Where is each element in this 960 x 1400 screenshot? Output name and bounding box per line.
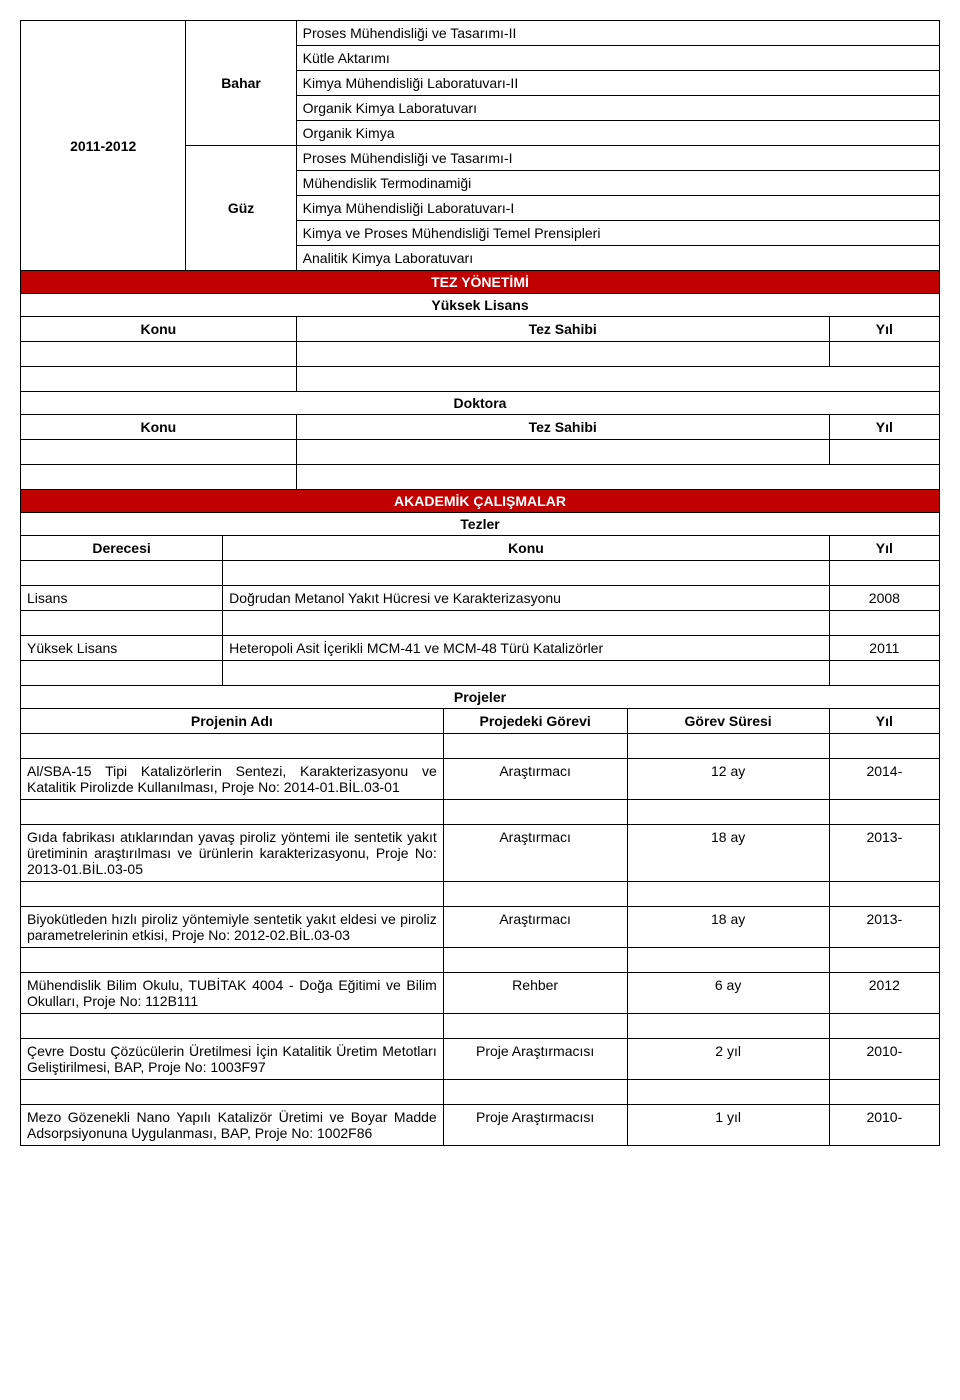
project-name: Mühendislik Bilim Okulu, TUBİTAK 4004 - … [21, 973, 444, 1014]
project-year: 2013- [829, 907, 939, 948]
course-cell: Kimya Mühendisliği Laboratuvarı-II [296, 71, 939, 96]
projedeki-gorevi-header: Projedeki Görevi [443, 709, 627, 734]
courses-table: 2011-2012 Bahar Proses Mühendisliği ve T… [20, 20, 940, 317]
tez-yuksek-lisans-table: Konu Tez Sahibi Yıl [20, 316, 940, 367]
course-cell: Kütle Aktarımı [296, 46, 939, 71]
empty-split-table [20, 464, 940, 490]
projenin-adi-header: Projenin Adı [21, 709, 444, 734]
project-duration: 18 ay [627, 907, 829, 948]
semester-guz: Güz [186, 146, 296, 271]
project-year: 2010- [829, 1105, 939, 1146]
project-role: Rehber [443, 973, 627, 1014]
course-cell: Organik Kimya Laboratuvarı [296, 96, 939, 121]
projeler-table: Projeler Projenin Adı Projedeki Görevi G… [20, 685, 940, 1146]
doktora-table: Doktora Konu Tez Sahibi Yıl [20, 391, 940, 465]
project-duration: 12 ay [627, 759, 829, 800]
project-year: 2014- [829, 759, 939, 800]
semester-bahar: Bahar [186, 21, 296, 146]
empty-split-table [20, 366, 940, 392]
project-duration: 6 ay [627, 973, 829, 1014]
tez-topic: Heteropoli Asit İçerikli MCM-41 ve MCM-4… [223, 636, 830, 661]
yil-header: Yıl [829, 415, 939, 440]
course-cell: Kimya Mühendisliği Laboratuvarı-I [296, 196, 939, 221]
section-tez: TEZ YÖNETİMİ [21, 271, 940, 294]
tez-sahibi-header: Tez Sahibi [296, 415, 829, 440]
konu-header: Konu [21, 415, 297, 440]
yil-header: Yıl [829, 317, 939, 342]
tez-degree: Lisans [21, 586, 223, 611]
project-duration: 18 ay [627, 825, 829, 882]
derecesi-header: Derecesi [21, 536, 223, 561]
project-duration: 2 yıl [627, 1039, 829, 1080]
project-name: Gıda fabrikası atıklarından yavaş piroli… [21, 825, 444, 882]
course-cell: Proses Mühendisliği ve Tasarımı-I [296, 146, 939, 171]
konu-header: Konu [223, 536, 830, 561]
tez-sahibi-header: Tez Sahibi [296, 317, 829, 342]
tez-degree: Yüksek Lisans [21, 636, 223, 661]
project-name: Çevre Dostu Çözücülerin Üretilmesi İçin … [21, 1039, 444, 1080]
akademik-table: AKADEMİK ÇALIŞMALAR Tezler Derecesi Konu… [20, 489, 940, 686]
tez-year: 2011 [829, 636, 939, 661]
tezler-header: Tezler [21, 513, 940, 536]
doktora-header: Doktora [21, 392, 940, 415]
project-year: 2010- [829, 1039, 939, 1080]
project-year: 2013- [829, 825, 939, 882]
course-cell: Mühendislik Termodinamiği [296, 171, 939, 196]
tez-topic: Doğrudan Metanol Yakıt Hücresi ve Karakt… [223, 586, 830, 611]
project-role: Proje Araştırmacısı [443, 1105, 627, 1146]
project-role: Araştırmacı [443, 907, 627, 948]
project-name: Al/SBA-15 Tipi Katalizörlerin Sentezi, K… [21, 759, 444, 800]
project-role: Proje Araştırmacısı [443, 1039, 627, 1080]
tez-year: 2008 [829, 586, 939, 611]
course-cell: Analitik Kimya Laboratuvarı [296, 246, 939, 271]
gorev-suresi-header: Görev Süresi [627, 709, 829, 734]
konu-header: Konu [21, 317, 297, 342]
yuksek-lisans-header: Yüksek Lisans [21, 294, 940, 317]
year-cell: 2011-2012 [21, 21, 186, 271]
section-akademik: AKADEMİK ÇALIŞMALAR [21, 490, 940, 513]
yil-header: Yıl [829, 709, 939, 734]
yil-header: Yıl [829, 536, 939, 561]
projeler-header: Projeler [21, 686, 940, 709]
project-role: Araştırmacı [443, 759, 627, 800]
course-cell: Proses Mühendisliği ve Tasarımı-II [296, 21, 939, 46]
project-year: 2012 [829, 973, 939, 1014]
project-duration: 1 yıl [627, 1105, 829, 1146]
project-name: Mezo Gözenekli Nano Yapılı Katalizör Üre… [21, 1105, 444, 1146]
course-cell: Organik Kimya [296, 121, 939, 146]
project-name: Biyokütleden hızlı piroliz yöntemiyle se… [21, 907, 444, 948]
course-cell: Kimya ve Proses Mühendisliği Temel Prens… [296, 221, 939, 246]
project-role: Araştırmacı [443, 825, 627, 882]
